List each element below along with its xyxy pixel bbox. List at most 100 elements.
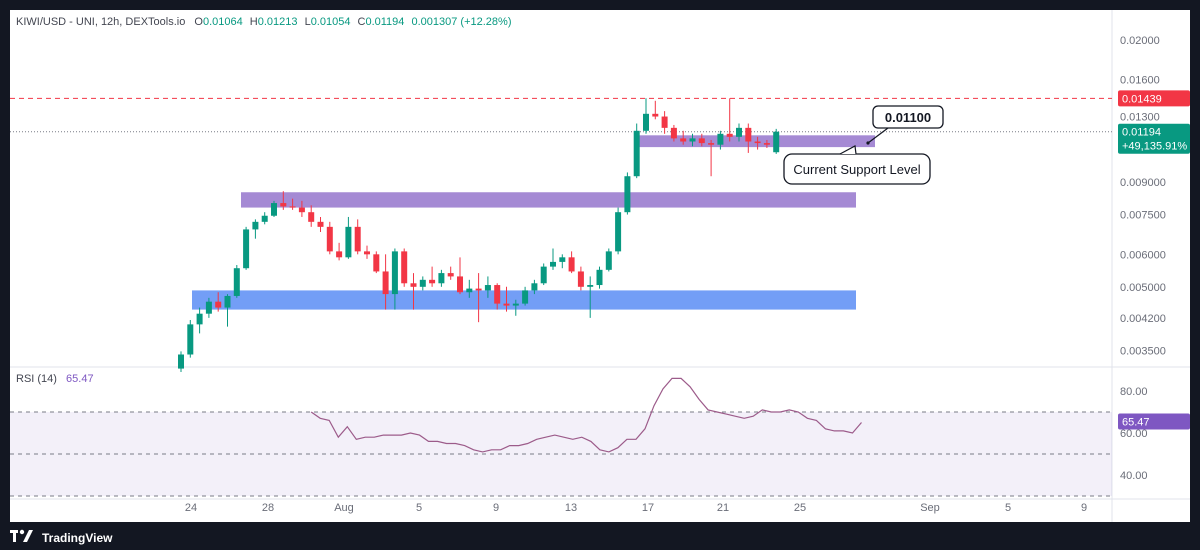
last-price-tag-bg [1118,123,1190,154]
support-callout-text: Current Support Level [793,162,920,177]
candle-body [326,226,333,252]
low-key: L [304,16,311,28]
symbol-label: KIWI/USD - UNI, 12h, DEXTools.io [16,16,186,28]
candle-body [252,221,259,230]
close-value: 0.01194 [365,16,405,28]
time-tick-label: 17 [642,502,654,514]
candle-body [224,295,231,308]
tradingview-icon [10,529,33,542]
candle-body [745,127,752,142]
time-tick-label: Aug [334,502,354,514]
candle-body [652,113,659,117]
rsi-band [10,412,1112,496]
price-callout-text: 0.01100 [885,110,931,125]
high-price-tag-text: 0.01439 [1122,93,1162,105]
candle-body [280,203,287,207]
price-tick-label: 0.02000 [1120,35,1160,47]
close-key: C [357,16,366,28]
support-callout: Current Support Level [783,145,931,185]
candle-body [624,176,631,213]
candle-body [550,261,556,267]
candle-body [587,285,594,287]
candle-body [605,251,612,270]
support-callout-pointer [839,145,857,155]
change-value: 0.001307 (+12.28%) [411,16,512,28]
time-tick-label: 5 [416,502,422,514]
candle-body [680,138,687,142]
price-tick-label: 0.004200 [1120,313,1166,325]
high-price-tag: 0.01439 [1118,90,1190,107]
high-price-tag-bg [1118,90,1190,107]
candle-body [233,268,240,296]
candle-body [187,324,194,355]
candle-body [736,127,742,137]
candle-body [615,212,622,252]
candle-body [475,288,482,291]
candle-body [215,301,222,308]
tradingview-logo[interactable]: TradingView [10,528,130,546]
candle-body [708,143,715,145]
price-callout: 0.01100 [866,105,944,145]
candle-body [364,251,370,255]
price-callout-dot [866,141,870,145]
rsi-value: 65.47 [66,373,94,385]
candle-body [763,143,770,145]
callout-layer: 0.01100 Current Support Level [783,105,944,185]
candle-body [512,303,519,306]
candle-body [196,313,203,325]
rsi-title: RSI (14) [16,373,57,385]
candle-body [261,215,268,222]
rsi-value-tag-bg [1118,413,1190,430]
candle-body [438,273,445,284]
candles-layer [178,98,780,372]
rsi-layer [10,377,1112,497]
rsi-label: RSI (14) 65.47 [16,373,94,385]
candle-body [382,271,389,295]
candle-body [373,254,380,272]
rsi-tick-label: 80.00 [1120,386,1148,398]
zone-rect [241,192,856,208]
candle-body [698,138,705,144]
price-tick-label: 0.007500 [1120,210,1166,222]
high-key: H [249,16,258,28]
candle-body [484,285,491,291]
open-value: 0.01064 [202,16,243,28]
candle-body [336,251,343,258]
candle-body [559,257,566,262]
rsi-line [310,377,862,453]
chart-frame: 0.02000 0.01600 0.01300 0.009000 0.007500 0.0… [10,10,1190,522]
time-tick-label: 9 [1081,502,1087,514]
candle-body [271,203,277,216]
axis-layer: 0.02000 0.01600 0.01300 0.009000 0.007500 0.0… [185,35,1190,514]
candle-body [670,127,677,139]
candle-body [596,269,603,286]
candle-body [354,226,361,252]
candle-body [429,279,436,284]
chart-canvas[interactable]: 0.02000 0.01600 0.01300 0.009000 0.007500 0.0… [10,10,1190,522]
chart-header: KIWI/USD - UNI, 12h, DEXTools.io O0.0106… [16,16,511,28]
price-tick-label: 0.006000 [1120,249,1166,261]
candle-body [717,133,724,145]
price-tick-label: 0.005000 [1120,282,1166,294]
price-tick-label: 0.003500 [1120,345,1166,357]
candle-body [308,212,315,222]
candle-body [503,303,510,306]
candle-body [466,288,473,293]
candle-body [568,257,575,272]
candle-body [494,285,501,304]
time-tick-label: 5 [1005,502,1011,514]
candle-body [773,131,780,153]
open-key: O [194,16,203,28]
candle-body [447,273,454,277]
candle-body [457,276,463,293]
last-price-tag-text: 0.01194 [1122,127,1161,139]
price-tick-label: 0.009000 [1120,177,1166,189]
candle-body [577,271,584,287]
candle-body [243,229,250,269]
time-tick-label: 9 [493,502,499,514]
price-callout-pointer [867,127,889,144]
rsi-value-tag-text: 65.47 [1122,417,1150,429]
price-callout-box [872,105,944,129]
last-price-tag: 0.01194 +49,135.91% [1118,123,1190,154]
candle-body [391,251,398,295]
